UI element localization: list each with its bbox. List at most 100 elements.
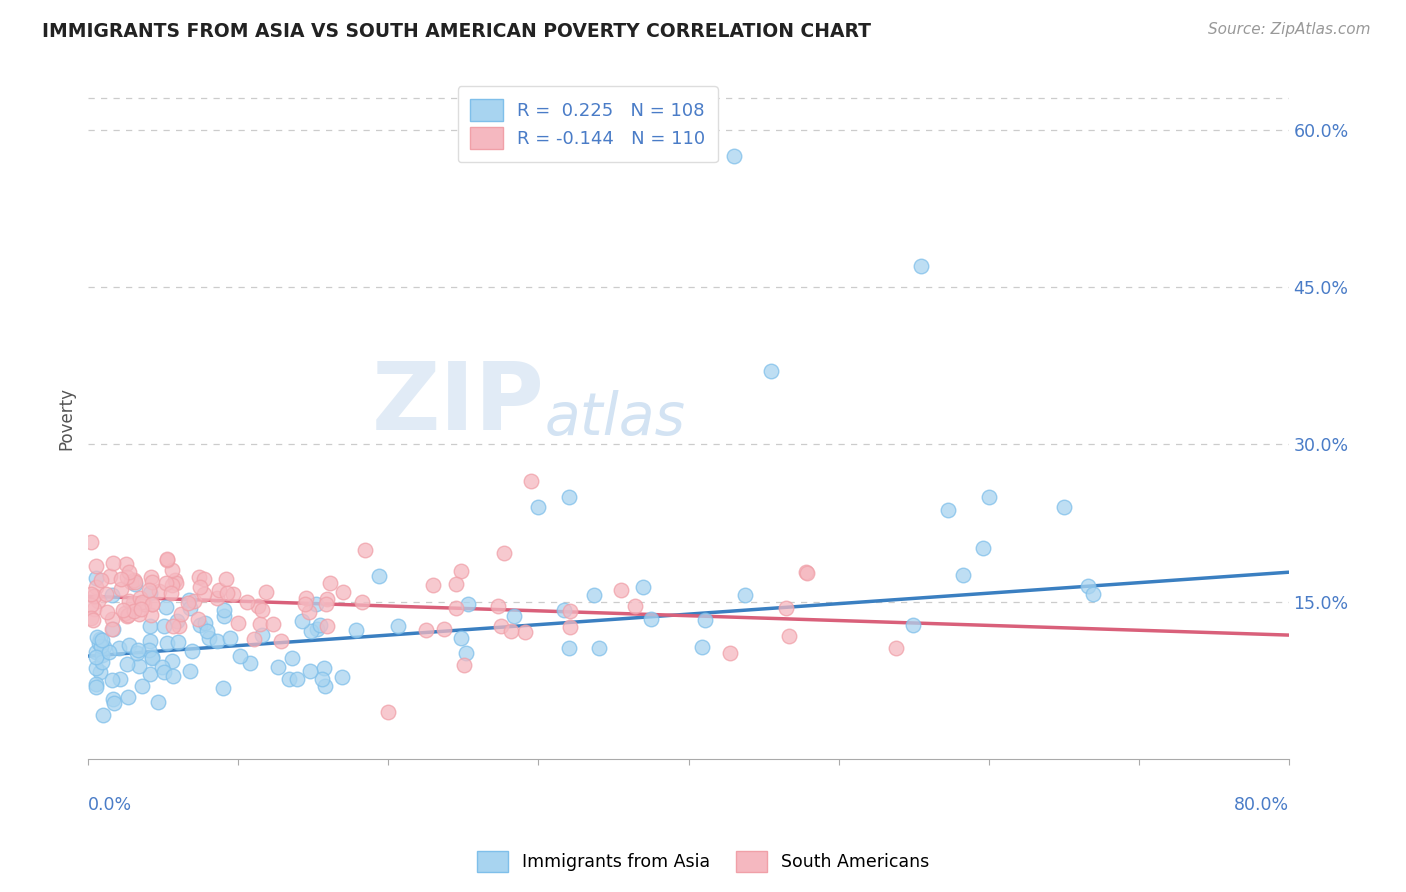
Point [138, 643, 160, 657]
Point [1077, 579, 1099, 593]
Point [101, 556, 124, 570]
Point [129, 601, 152, 615]
Point [94, 587, 117, 601]
Point [633, 580, 655, 594]
Point [193, 572, 215, 586]
Point [167, 619, 190, 633]
Point [128, 658, 150, 673]
Point [249, 616, 271, 631]
Point [212, 681, 235, 695]
Point [100, 612, 122, 626]
Point [118, 594, 141, 608]
Point [454, 647, 477, 661]
Point [219, 631, 242, 645]
Point [775, 600, 797, 615]
Point [294, 598, 316, 612]
Point [977, 490, 1000, 504]
Point [315, 597, 337, 611]
Point [198, 632, 221, 646]
Point [197, 624, 219, 639]
Point [165, 576, 187, 591]
Point [936, 503, 959, 517]
Point [503, 608, 526, 623]
Text: 0.0%: 0.0% [89, 797, 132, 814]
Point [187, 612, 209, 626]
Point [138, 583, 160, 598]
Point [170, 607, 193, 622]
Point [450, 631, 472, 645]
Point [114, 606, 136, 620]
Point [501, 624, 523, 638]
Point [179, 593, 201, 607]
Point [582, 588, 605, 602]
Point [387, 618, 409, 632]
Text: IMMIGRANTS FROM ASIA VS SOUTH AMERICAN POVERTY CORRELATION CHART: IMMIGRANTS FROM ASIA VS SOUTH AMERICAN P… [42, 22, 872, 41]
Point [138, 586, 160, 600]
Point [557, 490, 579, 504]
Point [1053, 500, 1076, 515]
Point [759, 364, 782, 378]
Point [316, 619, 339, 633]
Point [179, 600, 201, 615]
Point [295, 591, 318, 605]
Point [718, 646, 741, 660]
Point [97, 644, 120, 658]
Point [155, 599, 177, 614]
Text: Source: ZipAtlas.com: Source: ZipAtlas.com [1208, 22, 1371, 37]
Point [141, 649, 163, 664]
Point [422, 578, 444, 592]
Point [314, 661, 336, 675]
Point [212, 603, 235, 617]
Point [183, 593, 205, 607]
Text: atlas: atlas [544, 390, 686, 447]
Point [267, 660, 290, 674]
Point [165, 573, 187, 587]
Point [93, 708, 115, 723]
Point [457, 597, 479, 611]
Point [103, 696, 125, 710]
Point [90, 639, 112, 653]
Point [131, 679, 153, 693]
Point [108, 673, 131, 687]
Point [84, 571, 107, 585]
Point [280, 650, 302, 665]
Point [122, 573, 145, 587]
Point [520, 474, 543, 488]
Point [305, 597, 328, 611]
Point [263, 617, 285, 632]
Point [132, 597, 155, 611]
Y-axis label: Poverty: Poverty [58, 386, 75, 450]
Point [112, 603, 135, 617]
Point [972, 541, 994, 555]
Point [205, 634, 228, 648]
Point [693, 613, 716, 627]
Point [368, 569, 391, 583]
Point [610, 582, 633, 597]
Point [236, 595, 259, 609]
Point [208, 582, 231, 597]
Point [794, 566, 817, 580]
Point [91, 656, 114, 670]
Point [910, 259, 932, 273]
Point [492, 546, 515, 560]
Point [120, 575, 142, 590]
Point [156, 553, 179, 567]
Point [127, 647, 149, 661]
Point [160, 586, 183, 600]
Point [354, 542, 377, 557]
Point [86, 630, 108, 644]
Point [118, 565, 141, 579]
Point [319, 575, 342, 590]
Point [87, 593, 110, 607]
Point [162, 618, 184, 632]
Point [87, 635, 110, 649]
Point [640, 612, 662, 626]
Point [453, 658, 475, 673]
Point [884, 641, 907, 656]
Point [124, 577, 146, 591]
Point [160, 654, 183, 668]
Point [153, 619, 176, 633]
Text: ZIP: ZIP [371, 359, 544, 450]
Point [121, 596, 143, 610]
Point [156, 552, 179, 566]
